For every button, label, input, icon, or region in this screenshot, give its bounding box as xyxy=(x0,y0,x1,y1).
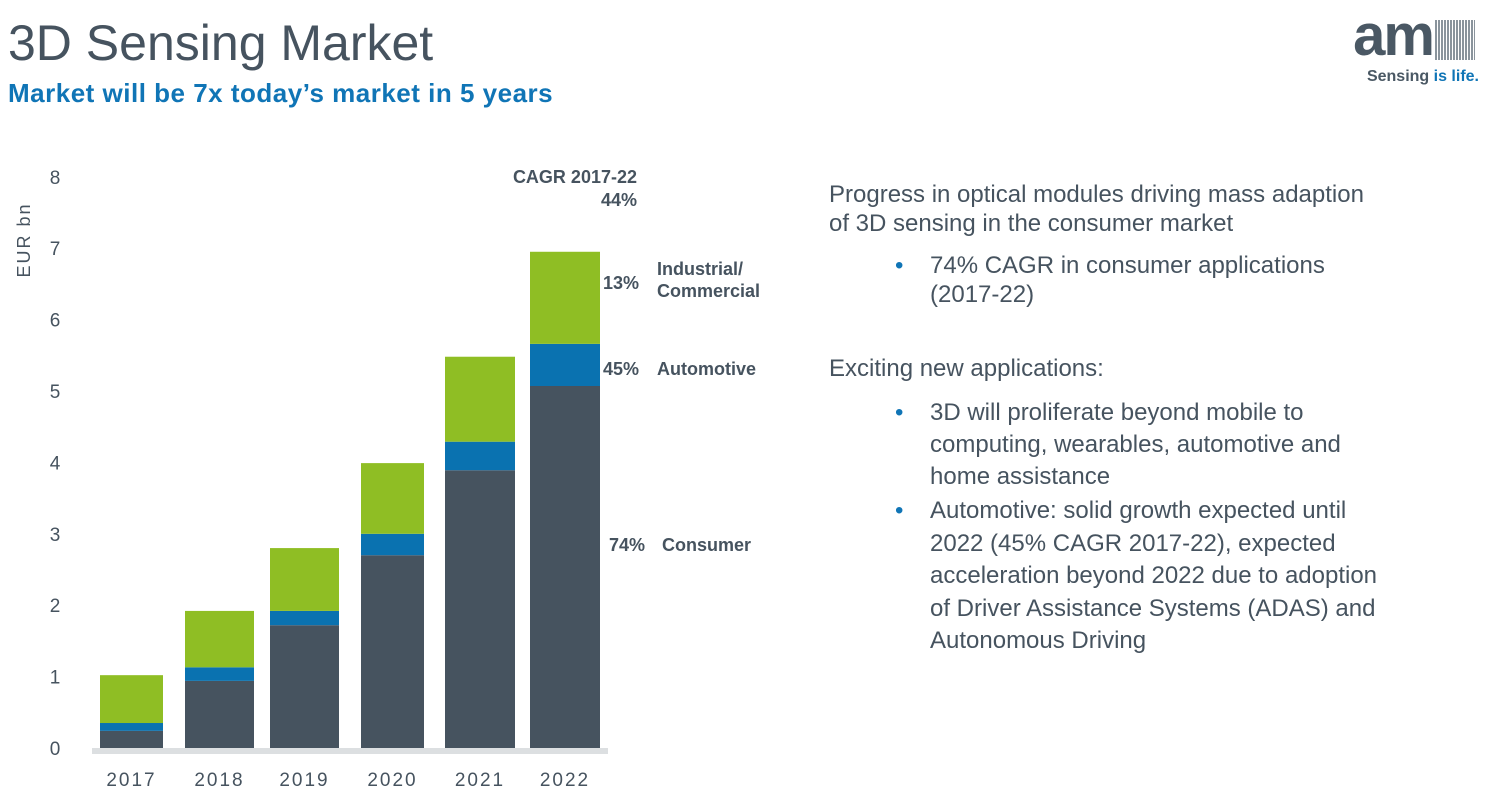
industrial-label-2: Commercial xyxy=(657,281,760,301)
bar-2018-consumer xyxy=(185,680,254,748)
industrial-pct: 13% xyxy=(603,273,639,293)
bar-2019-industrial-commercial xyxy=(270,548,339,611)
cagr-title: CAGR 2017-22 xyxy=(513,167,637,187)
bar-2019-automotive xyxy=(270,610,339,626)
ams-logo: am Sensing is life. xyxy=(1298,3,1483,90)
logo-wordmark: am xyxy=(1353,3,1435,68)
consumer-label: Consumer xyxy=(662,535,751,555)
logo-tagline: Sensing is life. xyxy=(1366,68,1479,85)
consumer-pct: 74% xyxy=(609,535,645,555)
bullet-consumer-cagr: • 74% CAGR in consumer applications (2017… xyxy=(895,252,1325,308)
page-title: 3D Sensing Market xyxy=(8,15,434,71)
y-tick-label: 3 xyxy=(50,525,61,546)
baseline xyxy=(92,748,608,754)
bar-2020-consumer xyxy=(361,555,424,748)
cagr-total: 44% xyxy=(601,190,637,210)
automotive-pct: 45% xyxy=(603,359,639,379)
x-tick-label: 2020 xyxy=(367,770,417,791)
bar-2020-automotive xyxy=(361,533,424,556)
y-tick-label: 5 xyxy=(50,382,61,403)
y-tick-label: 4 xyxy=(50,453,61,474)
bar-2022-industrial-commercial xyxy=(530,251,600,344)
stacked-bar-chart: 0 1 2 3 4 5 6 7 8 EUR bn 2017 2018 2019 2020 2021 202… xyxy=(14,167,760,791)
bar-2018-automotive xyxy=(185,667,254,681)
automotive-label: Automotive xyxy=(657,359,756,379)
page-subtitle: Market will be 7x today’s market in 5 ye… xyxy=(8,78,554,108)
bar-2022-automotive xyxy=(530,343,600,387)
x-tick-label: 2018 xyxy=(194,770,244,791)
y-tick-label: 0 xyxy=(50,739,61,760)
y-tick-label: 1 xyxy=(50,668,61,689)
bar-2018-industrial-commercial xyxy=(185,610,254,668)
bar-2021-industrial-commercial xyxy=(445,356,515,442)
bar-2022-consumer xyxy=(530,386,600,748)
bar-2021-automotive xyxy=(445,441,515,471)
x-tick-label: 2019 xyxy=(279,770,329,791)
y-tick-label: 7 xyxy=(50,239,61,260)
bullet-proliferate: • 3D will proliferate beyond mobile to co… xyxy=(895,399,1341,490)
paragraph-new-applications: Exciting new applications: xyxy=(829,355,1104,382)
x-tick-label: 2017 xyxy=(106,770,156,791)
bar-2019-consumer xyxy=(270,625,339,748)
paragraph-optical-modules: Progress in optical modules driving mass… xyxy=(829,181,1364,237)
y-axis-label: EUR bn xyxy=(14,202,34,277)
bullet-automotive: • Automotive: solid growth expected unti… xyxy=(895,497,1378,654)
industrial-label-1: Industrial/ xyxy=(657,259,743,279)
y-tick-label: 2 xyxy=(50,596,61,617)
bar-2017-consumer xyxy=(100,730,163,748)
bar-2017-automotive xyxy=(100,723,163,731)
x-tick-label: 2021 xyxy=(455,770,505,791)
y-tick-label: 8 xyxy=(50,168,61,189)
y-tick-label: 6 xyxy=(50,311,61,332)
logo-mark-icon xyxy=(1435,20,1475,60)
x-tick-label: 2022 xyxy=(540,770,590,791)
bar-2021-consumer xyxy=(445,470,515,748)
bar-2017-industrial-commercial xyxy=(100,675,163,724)
bar-2020-industrial-commercial xyxy=(361,463,424,534)
